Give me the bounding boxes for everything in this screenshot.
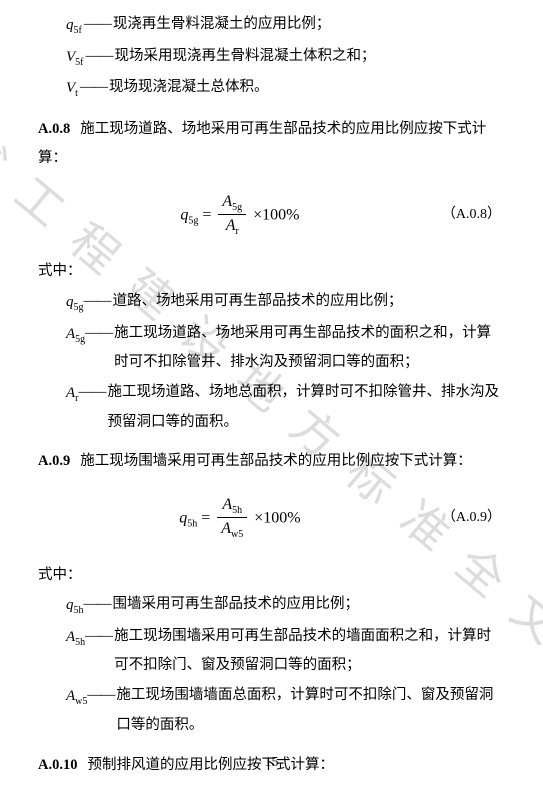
section-number: A.0.10 [38,757,77,773]
def-dash: —— [82,10,113,42]
formula-lhs-sub: 5g [188,215,198,226]
equals-sign: = [201,509,214,526]
section-number: A.0.9 [38,453,70,469]
def-dash: —— [79,378,108,437]
def-text: 现场现浇混凝土总体积。 [109,73,505,105]
section-text: 预制排风道的应用比例应按下式计算： [87,757,334,773]
def-line: q5h —— 围墙采用可再生部品技术的应用比例； [38,590,505,622]
def-line: A5h —— 施工现场围墙采用可再生部品技术的墙面面积之和，计算时可不扣除门、窗… [38,622,505,681]
def-dash: —— [84,42,115,74]
section-text: 施工现场围墙采用可再生部品技术的应用比例应按下式计算： [80,453,472,469]
def-symbol: Vt [66,73,78,105]
def-text: 施工现场围墙采用可再生部品技术的墙面面积之和，计算时可不扣除门、窗及预留洞口等的… [114,622,505,681]
def-dash: —— [87,681,116,740]
def-symbol: A5h [66,622,85,681]
def-symbol: A5g [66,319,85,378]
def-block-top: q5f —— 现浇再生骨料混凝土的应用比例； V5f —— 现场采用现浇再生骨料… [38,10,505,105]
def-text: 现场采用现浇再生骨料混凝土体积之和； [115,42,505,74]
def-symbol: q5f [66,10,82,42]
def-text: 围墙采用可再生部品技术的应用比例； [113,590,506,622]
def-text: 施工现场围墙墙面总面积，计算时可不扣除门、窗及预留洞口等的面积。 [116,681,505,740]
where-label: 式中： [38,561,505,591]
def-dash: —— [84,590,113,622]
def-line: q5g —— 道路、场地采用可再生部品技术的应用比例； [38,287,505,319]
formula-a08: q5g = A5g Ar ×100% （A.0.8） [38,192,505,239]
def-line: Ar —— 施工现场道路、场地总面积，计算时可不扣除管井、排水沟及预留洞口等的面… [38,378,505,437]
def-dash: —— [84,287,113,319]
def-text: 施工现场道路、场地采用可再生部品技术的面积之和，计算时可不扣除管井、排水沟及预留… [114,319,505,378]
def-line: Aw5 —— 施工现场围墙墙面总面积，计算时可不扣除门、窗及预留洞口等的面积。 [38,681,505,740]
def-block-a09: q5h —— 围墙采用可再生部品技术的应用比例； A5h —— 施工现场围墙采用… [38,590,505,740]
def-text: 施工现场道路、场地总面积，计算时可不扣除管井、排水沟及预留洞口等的面积。 [108,378,505,437]
def-line: Vt —— 现场现浇混凝土总体积。 [38,73,505,105]
section-number: A.0.8 [38,121,70,137]
def-line: V5f —— 现场采用现浇再生骨料混凝土体积之和； [38,42,505,74]
where-label: 式中： [38,257,505,287]
formula-tail: ×100% [253,206,299,223]
formula-expression: q5g = A5g Ar ×100% [38,192,442,239]
def-symbol: q5g [66,287,84,319]
formula-fraction: A5h Aw5 [217,495,247,542]
def-dash: —— [85,622,114,681]
section-a08-heading: A.0.8施工现场道路、场地采用可再生部品技术的应用比例应按下式计算： [38,115,505,174]
formula-fraction: A5g Ar [218,192,246,239]
formula-lhs-sub: 5h [187,519,197,530]
def-symbol: V5f [66,42,84,74]
def-dash: —— [85,319,114,378]
section-text: 施工现场道路、场地采用可再生部品技术的应用比例应按下式计算： [38,121,486,167]
def-symbol: Ar [66,378,79,437]
formula-number: （A.0.8） [442,201,505,230]
formula-number: （A.0.9） [442,504,505,533]
def-dash: —— [78,73,109,105]
def-line: q5f —— 现浇再生骨料混凝土的应用比例； [38,10,505,42]
def-symbol: q5h [66,590,84,622]
def-line: A5g —— 施工现场道路、场地采用可再生部品技术的面积之和，计算时可不扣除管井… [38,319,505,378]
def-text: 道路、场地采用可再生部品技术的应用比例； [113,287,506,319]
formula-a09: q5h = A5h Aw5 ×100% （A.0.9） [38,495,505,542]
section-a09-heading: A.0.9 施工现场围墙采用可再生部品技术的应用比例应按下式计算： [38,447,505,477]
def-symbol: Aw5 [66,681,87,740]
formula-expression: q5h = A5h Aw5 ×100% [38,495,442,542]
def-text: 现浇再生骨料混凝土的应用比例； [113,10,505,42]
def-block-a08: q5g —— 道路、场地采用可再生部品技术的应用比例； A5g —— 施工现场道… [38,287,505,437]
section-a10-heading: A.0.10 预制排风道的应用比例应按下式计算： [38,751,505,781]
equals-sign: = [202,206,215,223]
formula-tail: ×100% [254,509,300,526]
